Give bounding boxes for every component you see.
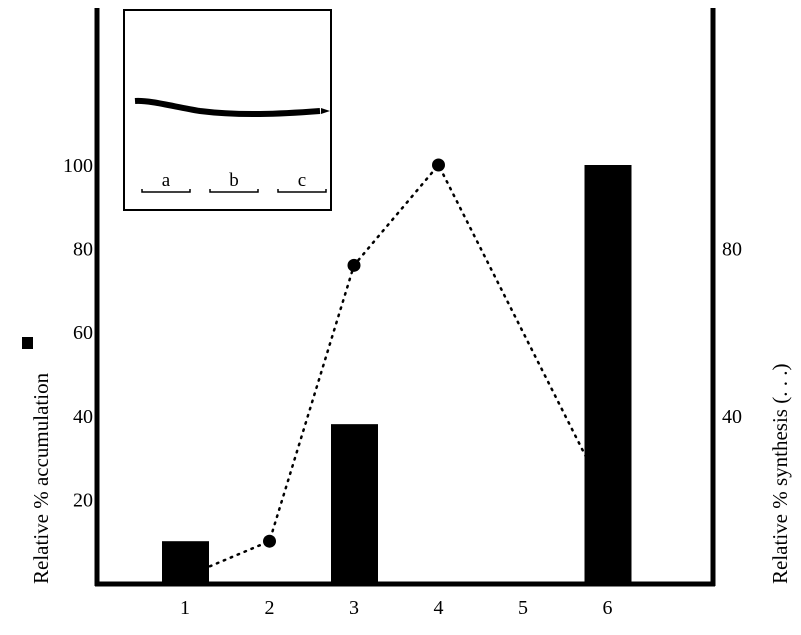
right-tick-80: 80 <box>722 239 742 261</box>
synthesis-line-path <box>208 162 609 568</box>
x-tick-2: 2 <box>265 597 275 619</box>
x-tick-1: 1 <box>180 597 190 619</box>
synthesis-point-3 <box>347 258 361 272</box>
x-tick-labels: 1 2 3 4 5 6 <box>180 597 613 619</box>
left-tick-60: 60 <box>73 322 93 344</box>
right-axis-label: Relative % synthesis (. . .) <box>768 364 792 584</box>
left-tick-labels: 20 40 60 80 100 <box>63 155 93 511</box>
bar-6 <box>584 165 632 583</box>
lane-bracket-b <box>209 189 259 193</box>
right-tick-40: 40 <box>722 406 742 428</box>
left-tick-80: 80 <box>73 239 93 261</box>
lane-label-a: a <box>162 170 171 191</box>
x-tick-6: 6 <box>603 597 613 619</box>
left-tick-40: 40 <box>73 406 93 428</box>
synthesis-line <box>208 158 609 568</box>
left-tick-20: 20 <box>73 489 93 511</box>
lane-label-b: b <box>229 170 239 191</box>
band-arrow-icon <box>321 108 330 114</box>
left-tick-100: 100 <box>63 155 93 177</box>
bar-3 <box>331 424 378 583</box>
lane-labels: a b c <box>141 170 327 193</box>
accumulation-legend-swatch <box>22 337 33 349</box>
gel-band <box>134 97 321 118</box>
x-tick-3: 3 <box>349 597 359 619</box>
lane-label-c: c <box>298 170 306 191</box>
lane-bracket-c <box>277 189 327 193</box>
right-tick-labels: 40 80 <box>722 239 742 428</box>
left-axis-label: Relative % accumulation <box>29 372 53 584</box>
x-tick-4: 4 <box>434 597 444 619</box>
bars <box>162 165 632 583</box>
x-tick-5: 5 <box>518 597 528 619</box>
synthesis-point-4 <box>432 158 445 172</box>
inset-gel: a b c <box>123 9 332 211</box>
synthesis-point-2 <box>263 534 276 548</box>
lane-bracket-a <box>141 189 191 193</box>
bar-1 <box>162 541 209 583</box>
